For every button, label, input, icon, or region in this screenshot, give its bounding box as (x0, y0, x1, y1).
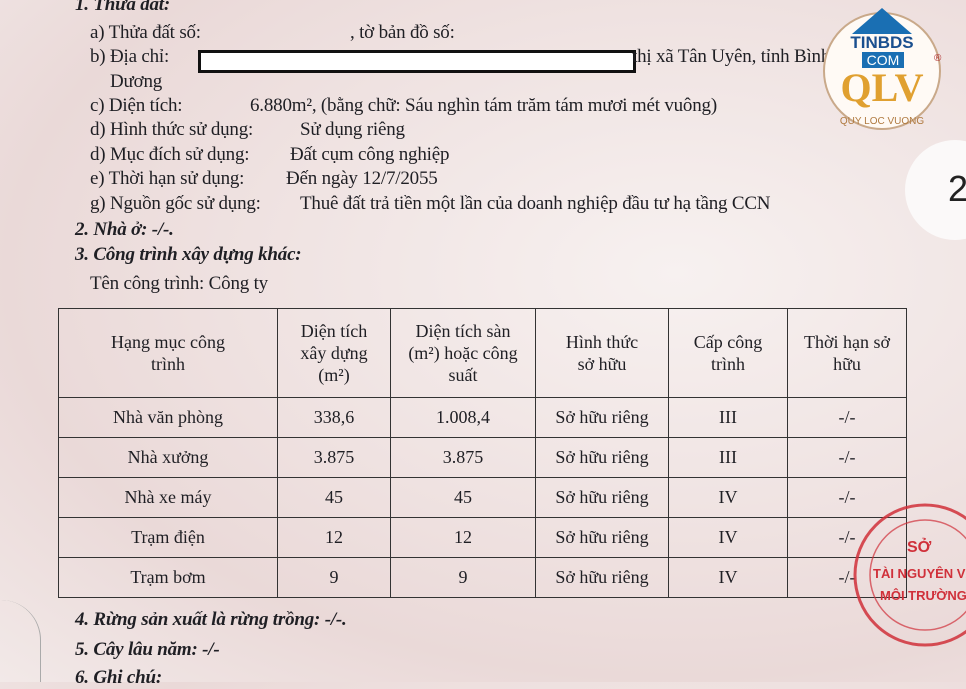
cell-term: -/- (787, 517, 907, 558)
section-4: 4. Rừng sản xuất là rừng trồng: -/-. (75, 609, 347, 630)
cell-item: Nhà văn phòng (58, 397, 278, 438)
cell-build-area: 3.875 (277, 437, 391, 478)
section-6: 6. Ghi chú: (75, 667, 163, 688)
section-5: 5. Cây lâu năm: -/- (75, 639, 220, 660)
area-label: c) Diện tích: (90, 95, 183, 116)
svg-text:MÔI TRƯỜNG: MÔI TRƯỜNG (880, 588, 966, 603)
header-grade: Cấp công trình (693, 332, 763, 374)
header-build-area: Diện tích xây dựng (m²) (300, 321, 368, 385)
svg-text:QUY LOC VUONG: QUY LOC VUONG (840, 116, 924, 127)
construction-name-label: Tên công trình: Công ty (90, 273, 268, 294)
cell-term: -/- (787, 397, 907, 438)
cell-floor-area: 9 (390, 557, 536, 598)
cell-term: -/- (787, 437, 907, 478)
cell-build-area: 45 (277, 477, 391, 518)
header-floor-area: Diện tích sàn (m²) hoặc công suất (408, 321, 518, 385)
table-header-row: Hạng mục công trình Diện tích xây dựng (… (58, 308, 907, 398)
cell-grade: III (668, 397, 788, 438)
table-row: Trạm điện 12 12 Sở hữu riêng IV -/- (58, 517, 907, 558)
svg-text:TINBDS: TINBDS (850, 33, 913, 52)
cell-item: Trạm bơm (58, 557, 278, 598)
section-2: 2. Nhà ở: -/-. (75, 219, 174, 240)
svg-text:COM: COM (867, 52, 900, 68)
cell-floor-area: 1.008,4 (390, 397, 536, 438)
usage-origin-label: g) Nguồn gốc sử dụng: (90, 193, 261, 214)
cell-grade: III (668, 437, 788, 478)
section-1-title: 1. Thửa đất: (75, 0, 171, 15)
table-row: Nhà văn phòng 338,6 1.008,4 Sở hữu riêng III… (58, 397, 907, 438)
cell-build-area: 9 (277, 557, 391, 598)
area-value: 6.880m², (bằng chữ: Sáu nghìn tám trăm t… (250, 95, 717, 116)
header-ownership: Hình thức sở hữu (565, 332, 639, 374)
cell-grade: IV (668, 557, 788, 598)
cell-ownership: Sở hữu riêng (535, 517, 669, 558)
cell-floor-area: 45 (390, 477, 536, 518)
cell-item: Nhà xưởng (58, 437, 278, 478)
usage-purpose-label: d) Mục đích sử dụng: (90, 144, 250, 165)
map-sheet-label: , tờ bản đồ số: (350, 22, 455, 43)
svg-text:®: ® (934, 53, 942, 64)
cell-ownership: Sở hữu riêng (535, 557, 669, 598)
cell-ownership: Sở hữu riêng (535, 397, 669, 438)
table-row: Trạm bơm 9 9 Sở hữu riêng IV -/- (58, 557, 907, 598)
construction-table: Hạng mục công trình Diện tích xây dựng (… (58, 308, 907, 598)
cell-build-area: 338,6 (277, 397, 391, 438)
usage-origin-value: Thuê đất trả tiền một lần của doanh nghi… (300, 193, 771, 214)
table-row: Nhà xưởng 3.875 3.875 Sở hữu riêng III -/- (58, 437, 907, 478)
redaction-box (198, 50, 636, 73)
page-number: 2 (948, 168, 966, 209)
address-continued: Dương (110, 71, 163, 92)
usage-form-value: Sử dụng riêng (300, 119, 405, 140)
parcel-number-label: a) Thửa đất số: (90, 22, 201, 43)
usage-term-label: e) Thời hạn sử dụng: (90, 168, 245, 189)
tinbds-logo: TINBDS COM QLV QUY LOC VUONG ® (823, 8, 942, 130)
svg-text:QLV: QLV (840, 65, 923, 110)
cell-item: Nhà xe máy (58, 477, 278, 518)
official-stamp: SỞ TÀI NGUYÊN VÀ MÔI TRƯỜNG (853, 503, 966, 647)
usage-purpose-value: Đất cụm công nghiệp (290, 144, 450, 165)
cell-build-area: 12 (277, 517, 391, 558)
address-value: thị xã Tân Uyên, tỉnh Bình (632, 46, 831, 67)
cell-item: Trạm điện (58, 517, 278, 558)
cell-grade: IV (668, 477, 788, 518)
cell-term: -/- (787, 477, 907, 518)
header-term: Thời hạn sở hữu (803, 332, 891, 374)
section-3-title: 3. Công trình xây dựng khác: (75, 244, 302, 265)
cell-term: -/- (787, 557, 907, 598)
cell-ownership: Sở hữu riêng (535, 477, 669, 518)
page-edge (0, 600, 41, 682)
cell-ownership: Sở hữu riêng (535, 437, 669, 478)
cell-grade: IV (668, 517, 788, 558)
cell-floor-area: 3.875 (390, 437, 536, 478)
cell-floor-area: 12 (390, 517, 536, 558)
usage-form-label: d) Hình thức sử dụng: (90, 119, 254, 140)
table-row: Nhà xe máy 45 45 Sở hữu riêng IV -/- (58, 477, 907, 518)
header-item: Hạng mục công trình (111, 332, 225, 374)
usage-term-value: Đến ngày 12/7/2055 (286, 168, 438, 189)
address-label: b) Địa chỉ: (90, 46, 170, 67)
svg-text:TÀI NGUYÊN VÀ: TÀI NGUYÊN VÀ (873, 566, 966, 581)
svg-text:SỞ: SỞ (907, 537, 932, 556)
